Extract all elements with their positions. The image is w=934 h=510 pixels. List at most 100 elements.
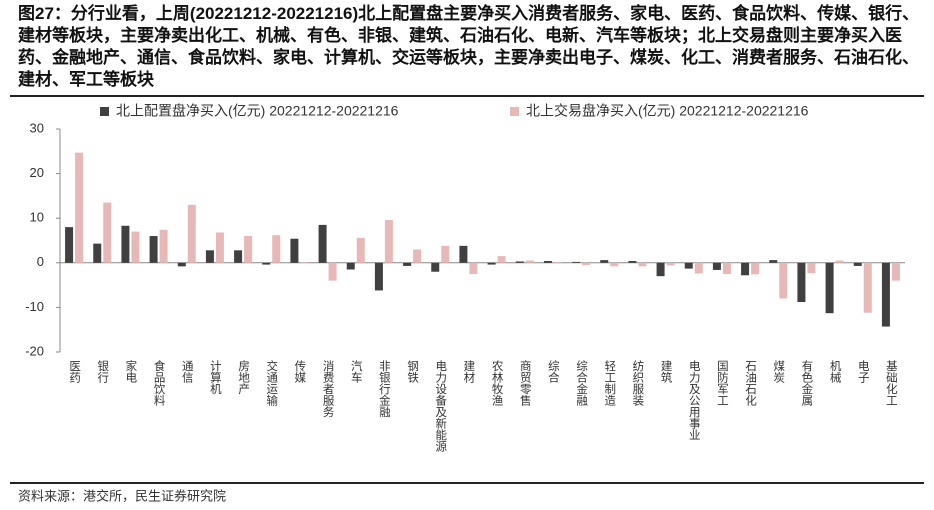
bar	[403, 262, 412, 266]
chart-title: 图27：分行业看，上周(20221212-20221216)北上配置盘主要净买入…	[18, 4, 920, 89]
bar	[459, 245, 468, 263]
bar	[290, 238, 299, 263]
bar	[656, 262, 665, 277]
bar	[600, 260, 609, 263]
bar	[779, 262, 788, 299]
legend-label: 北上交易盘净买入(亿元) 20221212-20221216	[526, 103, 809, 119]
bar	[666, 262, 675, 266]
y-tick-label: 20	[30, 165, 44, 180]
bar	[684, 262, 693, 269]
x-tick-label: 综合	[547, 359, 560, 383]
bar	[769, 260, 778, 263]
x-tick-label: 通信	[181, 360, 194, 384]
bar	[356, 237, 365, 263]
x-tick-label: 食品饮料	[153, 359, 166, 407]
x-tick-label: 房地产	[237, 360, 250, 395]
bar	[413, 249, 422, 263]
bar	[525, 260, 534, 263]
bar	[825, 262, 834, 314]
bar	[582, 262, 591, 266]
bar	[262, 262, 271, 265]
bar	[187, 204, 196, 263]
y-tick-label: -20	[25, 343, 44, 358]
x-tick-label: 综合金融	[575, 359, 588, 407]
y-tick-label: 0	[37, 254, 44, 269]
bar	[131, 231, 140, 263]
x-tick-label: 非银行金融	[378, 360, 391, 418]
legend-swatch	[510, 107, 519, 116]
bar	[853, 262, 862, 266]
bar	[741, 262, 750, 276]
x-tick-label: 国防军工	[716, 360, 729, 406]
x-tick-label: 电子	[857, 360, 870, 383]
bar	[431, 262, 440, 272]
bar	[121, 225, 130, 263]
bar	[881, 262, 890, 327]
y-tick-label: 30	[30, 120, 44, 135]
bar	[75, 152, 84, 263]
bar	[751, 262, 760, 275]
bar	[722, 262, 731, 274]
bar	[328, 262, 337, 281]
bar	[384, 219, 393, 263]
x-tick-label: 煤炭	[772, 360, 785, 384]
bar	[553, 262, 562, 263]
bar	[497, 256, 506, 263]
legend-swatch	[100, 107, 109, 116]
bar	[93, 243, 102, 263]
x-tick-label: 消费者服务	[322, 359, 335, 417]
bar	[543, 261, 552, 263]
x-tick-label: 医药	[68, 360, 81, 384]
bar	[572, 261, 581, 263]
x-tick-label: 电力及公用事业	[688, 360, 701, 441]
bar	[149, 236, 158, 263]
bar	[797, 262, 806, 303]
x-tick-label: 基础化工	[885, 360, 898, 406]
bar	[835, 260, 844, 263]
bar	[215, 232, 224, 263]
bar	[159, 229, 168, 263]
bar	[441, 245, 450, 263]
bar	[300, 262, 309, 263]
x-tick-label: 建材	[462, 359, 475, 383]
y-tick-label: 10	[30, 210, 44, 225]
bar	[515, 261, 524, 263]
bar	[205, 250, 214, 263]
bar	[346, 262, 355, 270]
bar	[891, 262, 900, 281]
bar	[244, 236, 253, 263]
x-tick-label: 轻工制造	[603, 359, 616, 406]
bar	[610, 262, 619, 267]
x-tick-label: 钢铁	[406, 360, 419, 383]
x-tick-label: 农林牧渔	[491, 359, 504, 407]
x-tick-label: 石油石化	[744, 360, 757, 407]
x-tick-label: 建筑	[660, 359, 673, 383]
bar	[374, 262, 383, 291]
bar	[628, 261, 637, 263]
bar	[272, 235, 281, 263]
bar	[469, 262, 478, 274]
x-tick-label: 机械	[829, 359, 842, 384]
x-tick-label: 传媒	[293, 359, 306, 384]
x-tick-label: 家电	[124, 359, 137, 383]
x-tick-label: 电力设备及新能源	[434, 360, 447, 453]
bar	[807, 262, 816, 274]
source: 资料来源：港交所，民生证券研究院	[18, 488, 226, 503]
bar	[863, 262, 872, 313]
x-tick-label: 汽车	[350, 359, 363, 384]
bar	[65, 227, 74, 263]
bar	[177, 262, 186, 267]
x-tick-label: 计算机	[209, 360, 222, 395]
x-tick-label: 纺织服装	[631, 359, 644, 407]
legend-label: 北上配置盘净买入(亿元) 20221212-20221216	[116, 103, 399, 119]
bar	[103, 202, 112, 263]
bar	[318, 224, 327, 263]
bar	[712, 262, 721, 270]
x-tick-label: 商贸零售	[519, 359, 532, 407]
bar	[487, 262, 496, 265]
y-tick-label: -10	[25, 299, 44, 314]
bar	[694, 262, 703, 274]
bar	[234, 250, 243, 263]
